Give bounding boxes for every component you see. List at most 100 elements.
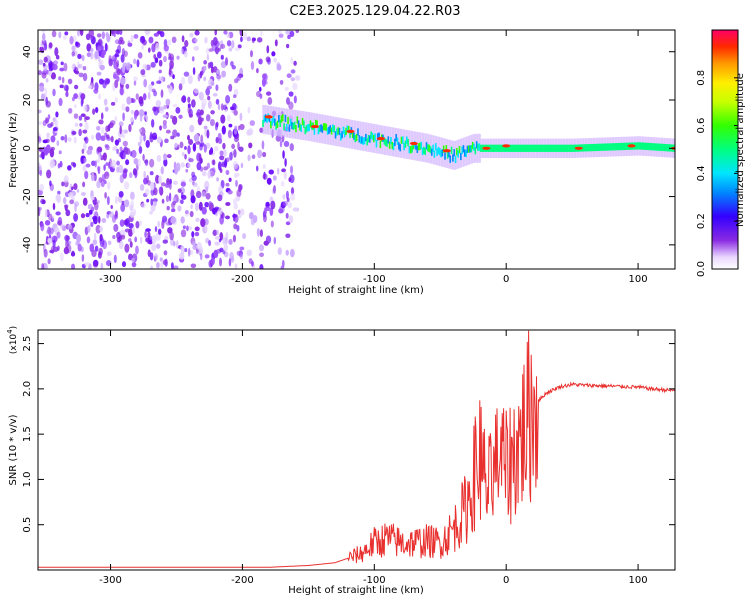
snr-y-tick-label: 0.5 bbox=[22, 517, 33, 533]
noise-speck bbox=[77, 53, 82, 59]
noise-speck bbox=[154, 57, 159, 64]
noise-speck bbox=[39, 183, 45, 192]
noise-speck bbox=[143, 133, 146, 142]
noise-speck bbox=[288, 215, 294, 224]
noise-speck bbox=[165, 129, 171, 134]
signal-core bbox=[423, 146, 425, 154]
noise-speck bbox=[209, 119, 215, 127]
noise-speck bbox=[157, 220, 160, 228]
noise-speck bbox=[281, 259, 285, 268]
signal-core bbox=[415, 142, 417, 150]
signal-core bbox=[651, 143, 653, 151]
noise-speck bbox=[213, 145, 219, 152]
signal-core bbox=[395, 134, 398, 142]
snr-x-tick-label: 100 bbox=[629, 575, 648, 586]
noise-speck bbox=[82, 66, 87, 71]
noise-speck bbox=[55, 193, 61, 202]
noise-speck bbox=[58, 76, 62, 81]
noise-speck bbox=[214, 241, 220, 246]
noise-speck bbox=[289, 30, 295, 37]
noise-speck bbox=[77, 63, 83, 69]
signal-core bbox=[615, 143, 618, 151]
noise-speck bbox=[208, 201, 212, 205]
noise-speck bbox=[220, 114, 226, 124]
signal-core bbox=[336, 128, 338, 136]
colorbar-label: Normalized spectral amplitude bbox=[735, 73, 746, 227]
signal-core bbox=[366, 138, 368, 146]
noise-speck bbox=[261, 140, 265, 150]
signal-core bbox=[392, 143, 395, 151]
noise-speck bbox=[236, 250, 243, 256]
noise-speck bbox=[125, 159, 130, 166]
noise-speck bbox=[160, 76, 164, 82]
signal-core bbox=[474, 147, 477, 155]
noise-speck bbox=[130, 109, 135, 115]
signal-core bbox=[656, 143, 659, 151]
signal-halo bbox=[448, 139, 451, 169]
noise-speck bbox=[152, 132, 158, 140]
noise-speck bbox=[94, 245, 99, 252]
noise-speck bbox=[130, 34, 134, 43]
noise-speck bbox=[182, 225, 186, 230]
signal-core bbox=[343, 130, 346, 138]
noise-speck bbox=[153, 200, 157, 207]
noise-speck bbox=[59, 67, 65, 72]
colorbar: 0.0 0.2 0.4 0.6 0.8 Normalized spectral ampl… bbox=[696, 29, 746, 277]
noise-speck bbox=[176, 132, 180, 137]
noise-speck bbox=[101, 31, 105, 40]
noise-speck bbox=[288, 91, 294, 97]
noise-speck bbox=[168, 52, 172, 59]
noise-speck bbox=[160, 89, 164, 98]
noise-speck bbox=[131, 257, 135, 263]
signal-core bbox=[548, 144, 550, 152]
noise-speck bbox=[285, 190, 289, 200]
noise-speck bbox=[64, 134, 68, 143]
noise-speck bbox=[162, 55, 167, 63]
signal-core bbox=[558, 144, 561, 152]
snr-panel: -300 -200 -100 0 100 0.5 1.0 1.5 2.0 2.5 Height … bbox=[6, 326, 676, 596]
noise-speck bbox=[59, 84, 64, 89]
noise-speck bbox=[104, 106, 109, 112]
signal-core bbox=[584, 144, 586, 152]
noise-speck bbox=[42, 62, 46, 67]
noise-speck bbox=[108, 122, 114, 129]
signal-core bbox=[499, 144, 502, 152]
noise-speck bbox=[92, 262, 99, 268]
noise-speck bbox=[142, 153, 145, 161]
noise-speck bbox=[137, 52, 143, 59]
signal-core bbox=[428, 144, 430, 152]
noise-speck bbox=[130, 200, 135, 209]
noise-speck bbox=[63, 62, 68, 72]
signal-core bbox=[597, 143, 599, 151]
signal-core bbox=[532, 144, 535, 152]
noise-speck bbox=[149, 158, 155, 168]
noise-speck bbox=[228, 177, 232, 183]
signal-halo bbox=[284, 108, 287, 138]
noise-speck bbox=[73, 213, 78, 222]
noise-speck bbox=[228, 123, 233, 128]
noise-speck bbox=[194, 38, 198, 43]
noise-speck bbox=[135, 221, 140, 229]
noise-speck bbox=[65, 235, 70, 241]
noise-speck bbox=[139, 236, 143, 244]
noise-speck bbox=[280, 181, 285, 187]
signal-core bbox=[408, 146, 411, 154]
noise-speck bbox=[214, 206, 219, 211]
signal-core bbox=[602, 143, 605, 151]
noise-speck bbox=[39, 169, 43, 176]
signal-core bbox=[507, 144, 510, 152]
noise-speck bbox=[199, 143, 203, 151]
noise-speck bbox=[99, 238, 105, 248]
noise-speck bbox=[259, 86, 262, 92]
signal-core bbox=[640, 142, 643, 150]
noise-speck bbox=[82, 181, 86, 188]
signal-core bbox=[405, 136, 408, 144]
noise-speck bbox=[97, 45, 101, 52]
noise-speck bbox=[262, 173, 268, 180]
noise-speck bbox=[118, 121, 124, 127]
spectrogram-y-tick-label: 0 bbox=[22, 145, 33, 151]
signal-core bbox=[309, 120, 312, 128]
noise-speck bbox=[226, 40, 232, 47]
noise-speck bbox=[142, 63, 148, 71]
signal-core bbox=[345, 127, 347, 135]
